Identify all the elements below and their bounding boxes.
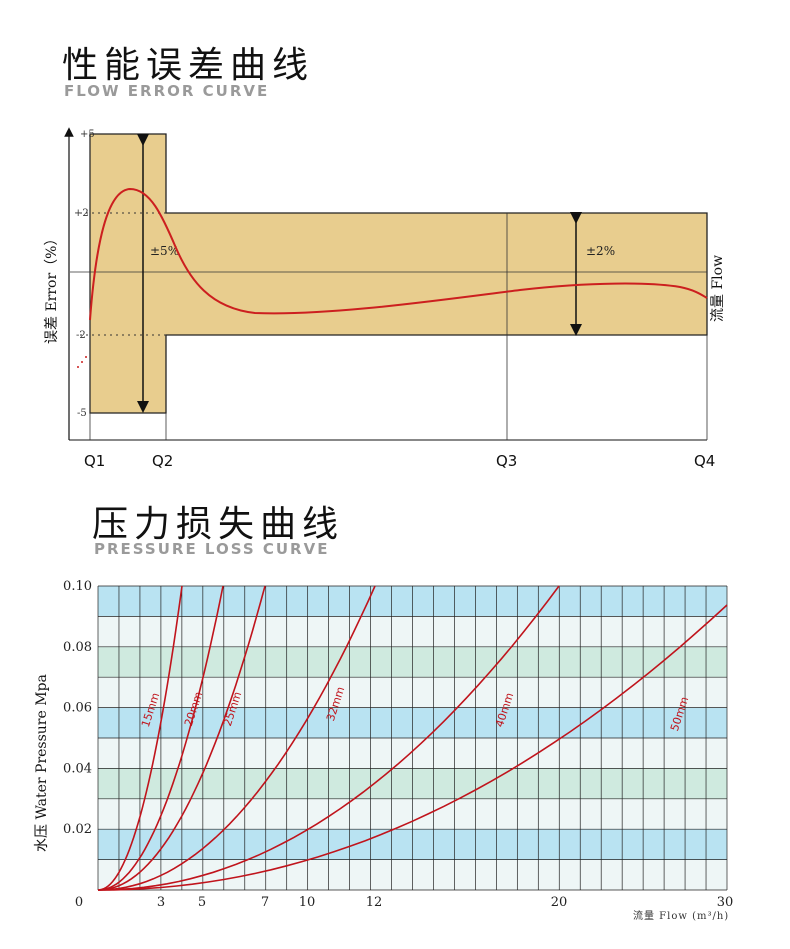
flow-axis-label: 流量 Flow	[710, 255, 726, 322]
y-tick-label: 0.02	[63, 822, 92, 837]
curve-40mm	[97, 585, 560, 891]
flow-error-chart: +5 +2 -2 -5 ±5% ±2% 误差 Error（%） 流量 Flow …	[44, 127, 726, 470]
flow-error-subtitle: FLOW ERROR CURVE	[64, 82, 270, 100]
q1-label: Q1	[84, 452, 105, 470]
flow-error-title: 性能误差曲线	[62, 45, 315, 86]
y-tick-label: 0.04	[63, 761, 92, 776]
q2-label: Q2	[152, 452, 173, 470]
x-tick-label: 0	[75, 895, 83, 910]
x-tick-label: 12	[366, 895, 383, 910]
y-tick-label: 0.06	[63, 701, 92, 716]
y-tick-label: 0.10	[63, 579, 92, 594]
curve-20mm	[97, 585, 224, 891]
x-tick-label: 10	[299, 895, 316, 910]
red-dot	[85, 356, 87, 358]
curve-50mm	[97, 604, 728, 891]
curve-15mm	[97, 585, 183, 891]
red-dot	[81, 361, 83, 363]
tick-plus5: +5	[80, 129, 95, 140]
curve-32mm	[97, 585, 376, 891]
red-dot	[77, 366, 79, 368]
q3-label: Q3	[496, 452, 517, 470]
flow-unit-label: 流量 Flow (m³/h)	[633, 909, 729, 922]
q4-label: Q4	[694, 452, 715, 470]
pct-2-label: ±2%	[586, 244, 615, 258]
x-tick-label: 7	[261, 895, 269, 910]
tick-minus2: -2	[76, 330, 86, 341]
tick-plus2: +2	[74, 208, 89, 219]
pressure-loss-title: 压力损失曲线	[92, 504, 345, 545]
error-curve	[89, 187, 708, 321]
tick-minus5: -5	[77, 408, 87, 419]
pressure-axis-label: 水压 Water Pressure Mpa	[34, 674, 50, 852]
y-tick-label: 0.08	[63, 640, 92, 655]
x-tick-label: 30	[717, 895, 734, 910]
pressure-loss-subtitle: PRESSURE LOSS CURVE	[94, 540, 330, 558]
x-tick-label: 5	[198, 895, 206, 910]
pct-5-label: ±5%	[150, 244, 179, 258]
x-tick-label: 3	[157, 895, 165, 910]
x-tick-label: 20	[551, 895, 568, 910]
curve-25mm	[97, 585, 266, 891]
error-axis-label: 误差 Error（%）	[44, 232, 60, 344]
